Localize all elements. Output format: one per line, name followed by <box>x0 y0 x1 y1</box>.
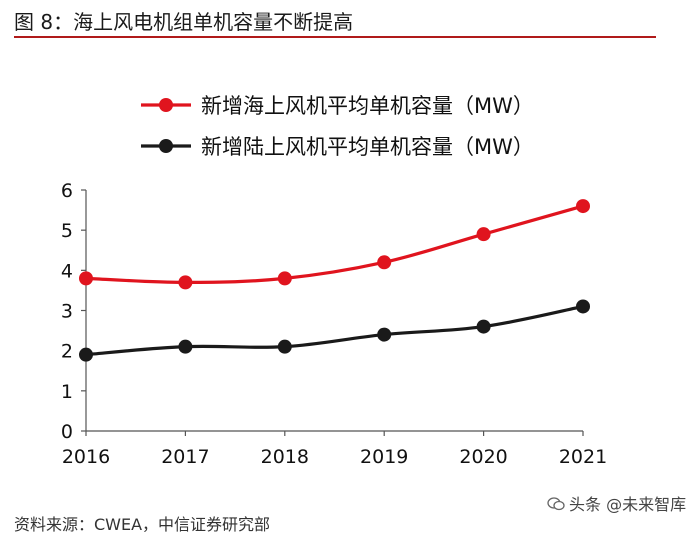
data-point <box>576 299 590 314</box>
x-tick-label: 2018 <box>261 446 309 468</box>
data-point <box>178 275 193 290</box>
data-point <box>476 319 491 334</box>
chart-axes: 0 1 2 3 4 5 6 2016 2017 2018 2019 2020 2021 <box>61 180 607 468</box>
series-2 <box>79 299 590 362</box>
data-point <box>277 339 292 354</box>
source-note: 资料来源：CWEA，中信证券研究部 <box>14 515 271 534</box>
x-tick-label: 2019 <box>360 446 408 468</box>
data-point <box>377 327 392 342</box>
legend-label: 新增海上风机平均单机容量（MW） <box>201 94 534 118</box>
figure-title: 图 8：海上风电机组单机容量不断提高 <box>14 10 354 34</box>
legend-marker <box>159 139 173 153</box>
x-tick-label: 2016 <box>62 446 110 468</box>
y-tick-label: 6 <box>61 180 73 202</box>
x-tick-label: 2021 <box>559 446 607 468</box>
data-point <box>178 339 193 354</box>
data-point <box>277 271 292 286</box>
data-point <box>79 271 93 286</box>
y-tick-label: 0 <box>61 421 73 443</box>
series-line <box>85 304 584 357</box>
data-point <box>476 227 491 242</box>
watermark: 头条 @未来智库 <box>547 491 686 515</box>
watermark-text: 头条 @未来智库 <box>569 495 687 514</box>
chart-series <box>79 199 590 362</box>
x-tick-label: 2020 <box>459 446 507 468</box>
title-divider <box>14 36 656 38</box>
legend-item-1: 新增海上风机平均单机容量（MW） <box>141 94 534 118</box>
data-point <box>377 255 392 270</box>
y-tick-label: 2 <box>61 341 73 363</box>
y-tick-label: 1 <box>61 381 73 403</box>
legend-item-2: 新增陆上风机平均单机容量（MW） <box>141 135 534 159</box>
chart-legend: 新增海上风机平均单机容量（MW） 新增陆上风机平均单机容量（MW） <box>141 94 534 159</box>
data-point <box>576 199 590 214</box>
x-tick-label: 2017 <box>161 446 209 468</box>
data-point <box>79 347 93 362</box>
wechat-icon <box>547 496 565 511</box>
y-tick-label: 3 <box>61 301 73 323</box>
series-1 <box>79 199 590 290</box>
y-tick-label: 4 <box>61 260 73 282</box>
y-tick-label: 5 <box>61 220 73 242</box>
legend-marker <box>159 98 173 112</box>
legend-label: 新增陆上风机平均单机容量（MW） <box>201 135 534 159</box>
series-line <box>85 204 584 284</box>
